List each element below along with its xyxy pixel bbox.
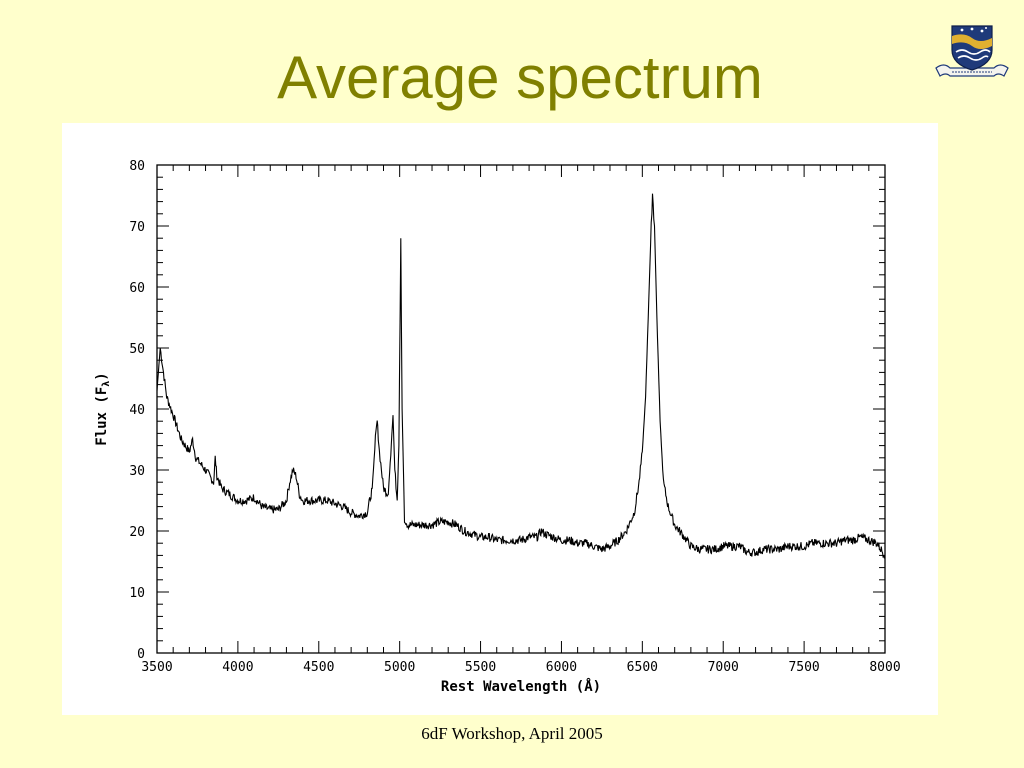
y-tick-label: 20 <box>129 525 145 540</box>
y-axis-title: Flux (Fλ) <box>94 372 112 445</box>
x-tick-label: 7500 <box>788 660 819 675</box>
slide-footer: 6dF Workshop, April 2005 <box>421 724 603 743</box>
y-tick-label: 0 <box>137 647 145 662</box>
plot-frame <box>156 164 886 654</box>
x-tick-label: 6000 <box>546 660 577 675</box>
x-tick-label: 5000 <box>384 660 415 675</box>
university-crest-icon <box>934 22 1010 84</box>
x-tick-label: 5500 <box>465 660 496 675</box>
slide-title: Average spectrum <box>277 44 763 111</box>
y-tick-label: 10 <box>129 586 145 601</box>
x-tick-label: 7000 <box>708 660 739 675</box>
x-tick-label: 4500 <box>303 660 334 675</box>
y-tick-label: 30 <box>129 464 145 479</box>
y-tick-label: 50 <box>129 342 145 357</box>
x-tick-labels: 3500 4000 4500 5000 5500 6000 6500 7000 7500 8000 <box>141 660 900 675</box>
x-tick-label: 6500 <box>627 660 658 675</box>
axis-ticks <box>156 164 886 654</box>
spectrum-chart-svg: 3500 4000 4500 5000 5500 6000 6500 7000 7500 8000… <box>94 159 901 695</box>
y-tick-labels: 0 10 20 30 40 50 60 70 80 <box>129 159 145 662</box>
y-tick-label: 70 <box>129 220 145 235</box>
y-tick-label: 80 <box>129 159 145 174</box>
x-tick-label: 3500 <box>141 660 172 675</box>
x-tick-label: 8000 <box>869 660 900 675</box>
x-tick-label: 4000 <box>222 660 253 675</box>
spectrum-series-line <box>156 193 886 559</box>
y-tick-label: 60 <box>129 281 145 296</box>
y-tick-label: 40 <box>129 403 145 418</box>
spectrum-chart: 3500 4000 4500 5000 5500 6000 6500 7000 7500 8000… <box>62 123 938 715</box>
x-axis-title: Rest Wavelength (Å) <box>441 678 601 695</box>
